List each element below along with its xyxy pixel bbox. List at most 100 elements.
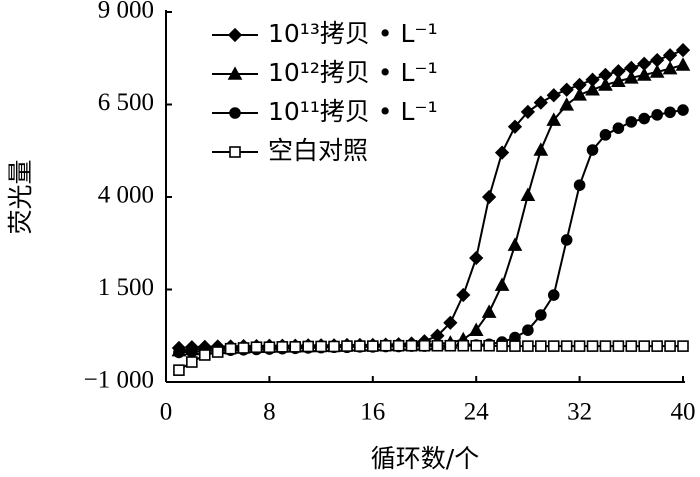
data-point: [547, 289, 560, 301]
data-point: [662, 48, 678, 63]
data-point: [598, 77, 613, 91]
data-point: [573, 179, 586, 191]
data-point: [341, 340, 353, 352]
data-point: [289, 341, 302, 353]
x-tick-label: 16: [360, 399, 385, 426]
data-point: [586, 340, 599, 352]
series-line: [178, 49, 684, 349]
data-point: [546, 88, 561, 103]
data-point: [315, 340, 327, 353]
data-point: [354, 340, 366, 352]
data-point: [625, 116, 638, 128]
data-point: [328, 340, 340, 353]
y-tick-label: 1 500: [98, 274, 154, 301]
data-point: [573, 340, 586, 352]
legend-label: 10¹²拷贝 • L⁻¹: [268, 58, 438, 87]
data-point: [457, 339, 470, 352]
data-point: [611, 73, 626, 87]
data-point: [379, 339, 392, 352]
y-tick-label: 4 000: [98, 182, 154, 209]
data-point: [211, 346, 224, 358]
data-point: [585, 82, 600, 96]
data-point: [481, 304, 497, 318]
data-point: [560, 340, 573, 352]
data-point: [638, 340, 651, 352]
legend-marker: [229, 107, 241, 119]
data-point: [662, 60, 678, 75]
data-point: [636, 67, 652, 81]
x-tick-label: 32: [567, 399, 592, 426]
data-point: [625, 340, 638, 352]
y-tick-label: 9 000: [98, 0, 154, 24]
data-point: [456, 287, 471, 303]
x-tick-label: 8: [263, 399, 276, 426]
data-point: [494, 277, 510, 291]
data-point: [468, 322, 484, 337]
data-point: [664, 340, 676, 352]
data-point: [559, 82, 574, 97]
x-axis-label: 循环数/个: [371, 444, 479, 473]
data-point: [651, 340, 663, 352]
data-point: [651, 109, 663, 121]
data-point: [224, 342, 237, 355]
data-point: [612, 340, 625, 352]
data-point: [392, 339, 405, 352]
data-point: [173, 346, 185, 359]
data-point: [302, 340, 314, 353]
legend-marker: [227, 66, 243, 80]
data-point: [546, 112, 562, 126]
data-point: [173, 364, 185, 376]
data-point: [533, 142, 549, 156]
x-tick-label: 0: [160, 399, 173, 426]
data-point: [520, 104, 536, 120]
series-line: [178, 344, 683, 372]
data-point: [677, 104, 689, 116]
data-point: [444, 339, 457, 352]
data-point: [535, 340, 547, 352]
data-point: [533, 95, 548, 110]
x-tick-label: 24: [464, 399, 490, 426]
data-point: [418, 339, 431, 352]
data-point: [599, 129, 612, 141]
data-point: [431, 339, 444, 352]
data-point: [496, 340, 508, 352]
data-point: [612, 122, 625, 134]
data-point: [198, 349, 211, 361]
data-point: [483, 339, 495, 352]
data-point: [469, 250, 484, 266]
data-point: [638, 112, 651, 125]
data-point: [507, 237, 523, 251]
data-point: [675, 57, 691, 71]
data-point: [649, 64, 665, 78]
data-point: [443, 315, 458, 330]
data-point: [250, 341, 263, 354]
data-point: [522, 324, 534, 337]
data-point: [494, 145, 510, 160]
data-point: [276, 341, 289, 353]
data-point: [509, 340, 521, 352]
data-point: [405, 339, 418, 352]
data-point: [263, 341, 276, 354]
legend-label: 空白对照: [268, 136, 368, 165]
legend-marker: [229, 146, 241, 158]
data-point: [560, 234, 573, 246]
series-line: [178, 109, 684, 354]
data-point: [507, 119, 523, 134]
data-point: [522, 340, 534, 352]
data-point: [535, 309, 547, 321]
data-point: [675, 42, 691, 58]
data-point: [586, 144, 599, 156]
data-point: [237, 342, 250, 354]
data-point: [366, 340, 379, 352]
data-point: [572, 87, 587, 101]
x-tick-label: 40: [671, 399, 696, 426]
data-point: [664, 106, 676, 119]
data-point: [470, 339, 483, 352]
data-point: [559, 97, 575, 111]
legend-label: 10¹³拷贝 • L⁻¹: [268, 19, 438, 48]
y-tick-label: 6 500: [98, 89, 154, 116]
data-point: [547, 340, 560, 352]
y-axis-label: 荧光量: [6, 159, 35, 234]
